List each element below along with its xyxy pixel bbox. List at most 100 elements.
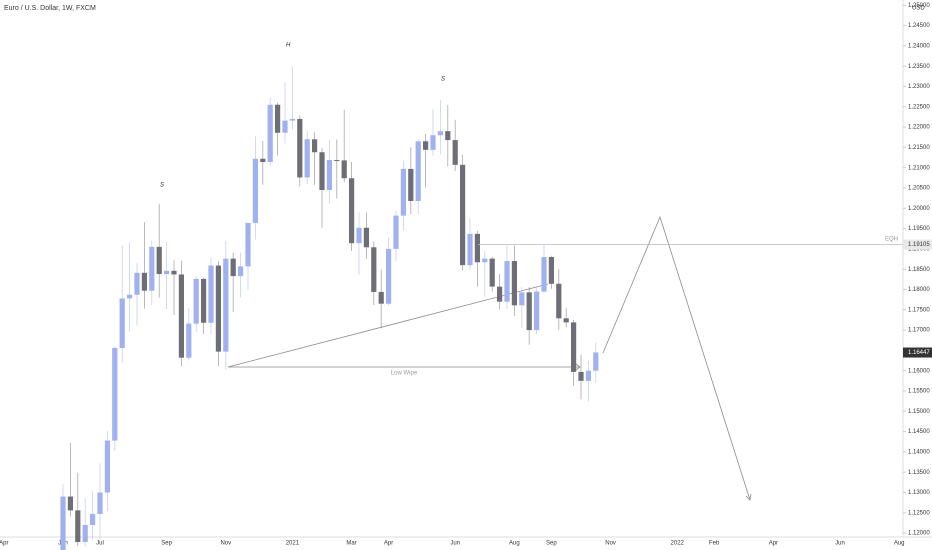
low-wipe-label: Low Wipe <box>391 371 418 377</box>
y-tick-label: 1.12500 <box>908 510 930 516</box>
eqh-price-label: 1.19105 <box>908 242 930 248</box>
candle-body <box>548 257 554 284</box>
candle-body <box>245 222 251 267</box>
trend-line <box>227 283 549 368</box>
y-tick-label: 1.21000 <box>908 165 930 171</box>
candle-body <box>334 159 340 161</box>
candle-body <box>319 152 325 191</box>
candle-body <box>193 278 199 324</box>
x-tick-label: Aug <box>509 541 520 547</box>
x-tick-label: Nov <box>220 541 231 547</box>
x-tick-label: Apr <box>0 541 8 547</box>
candle-body <box>282 120 288 133</box>
y-tick-label: 1.24500 <box>908 23 930 29</box>
x-tick-label: Sep <box>546 541 557 547</box>
candle-body <box>541 257 547 292</box>
candle-body <box>230 258 236 277</box>
currency: USD <box>912 6 925 12</box>
x-tick-label: Nov <box>605 541 616 547</box>
candle-body <box>393 215 399 249</box>
candle-body <box>430 135 436 150</box>
candle-body <box>82 524 88 543</box>
candle-body <box>593 352 599 371</box>
y-tick-label: 1.23000 <box>908 84 930 90</box>
candle-body <box>504 261 510 302</box>
candle-body <box>526 292 532 331</box>
candle-body <box>467 233 473 266</box>
candle-body <box>97 492 103 515</box>
candle-body <box>437 131 443 136</box>
x-tick-label: 2021 <box>286 541 300 547</box>
candle-body <box>260 158 266 162</box>
candle-body <box>67 496 73 511</box>
candle-body <box>408 168 414 201</box>
candle-body <box>534 291 540 331</box>
y-tick-label: 1.22500 <box>908 104 930 110</box>
candle-body <box>90 514 96 525</box>
x-tick-label: Feb <box>709 541 720 547</box>
candle-body <box>386 248 392 304</box>
candle-body <box>297 118 303 178</box>
shoulder-label: S <box>441 77 445 83</box>
candle-body <box>378 291 384 304</box>
y-tick-label: 1.17000 <box>908 328 930 334</box>
candle-body <box>252 158 258 223</box>
projection-path <box>602 215 751 501</box>
candle-body <box>186 323 192 358</box>
candle-body <box>215 265 221 352</box>
candle-body <box>119 298 125 348</box>
candle-body <box>460 164 466 266</box>
candle-body <box>201 278 207 323</box>
y-tick-label: 1.20000 <box>908 206 930 212</box>
eqh-price-box <box>903 239 932 250</box>
candle-body <box>578 371 584 381</box>
x-tick-label: Aug <box>894 541 905 547</box>
candle-body <box>164 270 170 275</box>
candle-body <box>349 178 355 244</box>
chart-title: Euro / U.S. Dollar, 1W, FXCM <box>4 5 96 12</box>
candle-body <box>223 258 229 352</box>
candle-body <box>571 322 577 372</box>
candle-body <box>563 318 569 323</box>
candle-body <box>489 258 495 287</box>
candle-body <box>356 227 362 244</box>
candle-body <box>341 160 347 179</box>
candle-body <box>585 370 591 381</box>
last-price-label: 1.16447 <box>908 350 930 356</box>
x-tick-label: Apr <box>384 541 393 547</box>
candle-body <box>474 233 480 263</box>
y-tick-label: 1.19500 <box>908 226 930 232</box>
y-tick-label: 1.18500 <box>908 267 930 273</box>
y-tick-label: 1.14000 <box>908 449 930 455</box>
candle-body <box>400 168 406 216</box>
candle-body <box>497 286 503 302</box>
y-tick-label: 1.13000 <box>908 490 930 496</box>
candle-body <box>267 104 273 162</box>
candle-body <box>104 440 110 493</box>
candle-body <box>556 283 562 319</box>
x-tick-label: Mar <box>346 541 356 547</box>
y-tick-label: 1.15500 <box>908 389 930 395</box>
candle-body <box>519 292 525 306</box>
candle-body <box>452 140 458 165</box>
candle-body <box>511 261 517 306</box>
x-tick-label: Apr <box>769 541 778 547</box>
candle-body <box>178 274 184 358</box>
candle-body <box>275 104 281 133</box>
candle-body <box>304 139 310 178</box>
candle-body <box>60 496 66 550</box>
candle-body <box>371 247 377 292</box>
candle-body <box>127 294 133 299</box>
candle-body <box>363 227 369 248</box>
y-tick-label: 1.16000 <box>908 368 930 374</box>
arrow-head <box>745 493 752 501</box>
shoulder-label: S <box>160 183 164 189</box>
x-tick-label: Sep <box>161 541 172 547</box>
candle-body <box>134 272 140 295</box>
candle-body <box>445 131 451 141</box>
candle-body <box>238 266 244 277</box>
candle-body <box>141 272 147 291</box>
y-tick-label: 1.20500 <box>908 186 930 192</box>
arrow-head <box>575 363 581 371</box>
